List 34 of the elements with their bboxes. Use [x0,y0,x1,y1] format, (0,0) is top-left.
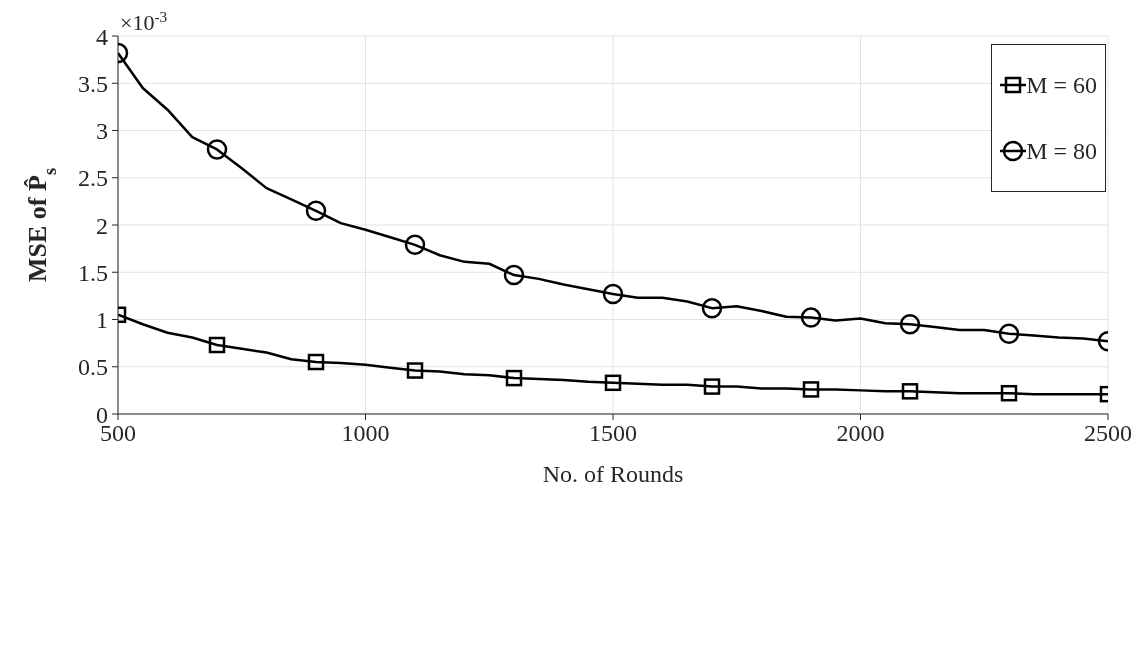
y-tick-label: 0.5 [78,354,108,381]
point [800,307,822,328]
text: ×10$^{-3}$ [120,7,168,35]
point [998,323,1020,344]
y-tick-label: 1.5 [78,259,108,286]
point [602,283,624,305]
point [503,264,525,286]
point [505,369,523,387]
point [701,297,723,319]
y-tick-label: 4 [96,23,108,50]
y-tick-label: 3 [96,118,108,145]
point [1000,384,1018,402]
point [307,353,325,371]
point [305,200,327,222]
point [901,383,919,400]
x-tick-label: 2500 [1084,420,1132,447]
point [206,139,228,160]
point [208,336,226,354]
y-tick-label: 3.5 [78,70,108,97]
x-tick-label: 2000 [836,420,885,447]
legend-label: M = 60 [1026,71,1097,99]
y-tick-label: 2 [96,212,108,239]
point [899,313,921,335]
point [703,378,721,395]
x-tick-label: 1500 [589,420,637,447]
point [404,234,426,256]
point [802,381,820,398]
x-tick-label: 1000 [341,420,390,447]
x-axis-title: No. of Rounds [542,461,684,487]
y-tick-label: 2.5 [78,165,108,192]
legend-label: M = 80 [1026,137,1097,165]
point [406,362,424,379]
y-tick-label: 1 [96,307,108,334]
point [604,374,622,392]
